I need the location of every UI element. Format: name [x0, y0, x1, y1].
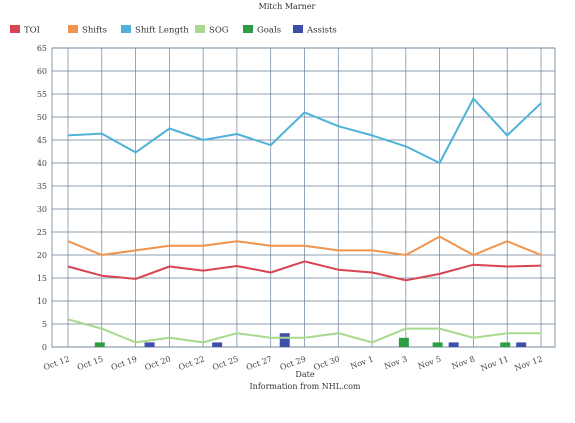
y-tick-label: 15 [37, 274, 47, 283]
x-tick-label: Oct 19 [110, 354, 138, 372]
x-axis-ticks: Oct 12 Oct 15 Oct 19 Oct 20 Oct 22 Oct 25 Oct … [42, 354, 543, 372]
bar-assists [212, 342, 223, 347]
bar-assists [516, 342, 527, 347]
legend-label-toi: TOI [24, 26, 40, 36]
x-tick-label: Nov 3 [383, 354, 409, 371]
line-toi [67, 260, 542, 282]
y-tick-label: 10 [37, 297, 47, 306]
legend-label-goals: Goals [257, 26, 281, 36]
legend-label-sog: SOG [209, 26, 229, 36]
x-tick-label: Nov 11 [480, 354, 510, 372]
legend-swatch-assists [293, 25, 303, 33]
x-tick-label: Nov 5 [417, 354, 443, 371]
legend-swatch-goals [243, 25, 253, 33]
plot-frame [51, 47, 556, 348]
bar-series [94, 333, 527, 347]
line-series [67, 97, 542, 344]
x-tick-label: Oct 27 [245, 354, 273, 372]
bar-goals [94, 342, 105, 347]
legend-label-shift-length: Shift Length [135, 26, 189, 36]
bar-goals [432, 342, 443, 347]
source-note: Information from NHL.com [250, 382, 361, 391]
line-shift-length [67, 97, 542, 164]
y-tick-label: 55 [37, 90, 47, 99]
x-tick-label: Oct 12 [42, 354, 70, 372]
y-tick-label: 60 [37, 67, 47, 76]
y-axis-ticks: 0 5 10 15 20 25 30 35 40 45 50 55 60 65 [37, 44, 47, 352]
legend: TOI Shifts Shift Length SOG Goals Assists [10, 25, 337, 36]
legend-label-assists: Assists [306, 26, 337, 36]
bar-assists [448, 342, 459, 347]
legend-swatch-toi [10, 25, 20, 33]
x-tick-label: Nov 12 [513, 354, 543, 372]
x-tick-label: Oct 22 [177, 354, 205, 372]
x-tick-label: Nov 1 [349, 354, 375, 371]
y-tick-label: 45 [37, 136, 47, 145]
legend-label-shifts: Shifts [82, 26, 107, 36]
y-tick-label: 20 [37, 251, 47, 260]
y-tick-label: 50 [37, 113, 47, 122]
line-shifts [67, 235, 542, 256]
bar-goals [500, 342, 511, 347]
y-tick-label: 35 [37, 182, 47, 191]
x-tick-label: Oct 20 [144, 354, 172, 372]
chart-title: Mitch Marner [259, 2, 316, 11]
line-sog [67, 318, 541, 344]
y-tick-label: 25 [37, 228, 47, 237]
bar-assists [279, 333, 290, 347]
x-tick-label: Oct 25 [211, 354, 239, 372]
legend-swatch-shift-length [121, 25, 131, 33]
x-tick-label: Oct 15 [76, 354, 104, 372]
x-tick-label: Nov 8 [451, 354, 477, 371]
y-tick-label: 5 [42, 320, 47, 329]
bar-assists [144, 342, 155, 347]
y-tick-label: 30 [37, 205, 47, 214]
bar-goals [398, 337, 409, 347]
y-tick-label: 0 [42, 343, 47, 352]
y-tick-label: 65 [37, 44, 47, 53]
legend-swatch-shifts [68, 25, 78, 33]
x-tick-label: Oct 30 [313, 354, 341, 372]
x-axis-label: Date [295, 370, 314, 379]
legend-swatch-sog [195, 25, 205, 33]
grid [51, 47, 556, 348]
y-tick-label: 40 [37, 159, 47, 168]
